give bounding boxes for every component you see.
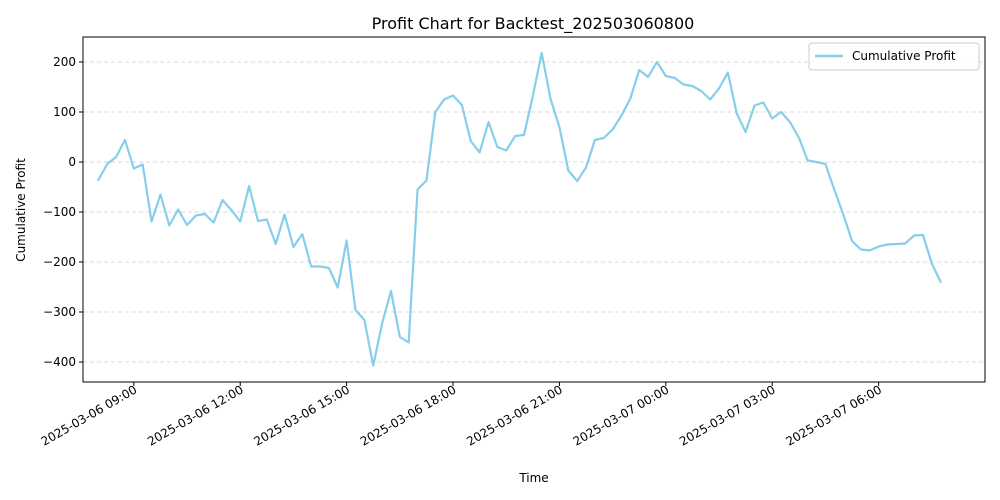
legend-entry-cumulative-profit: Cumulative Profit [852, 49, 956, 63]
y-tick-label: −400 [43, 355, 76, 369]
y-tick-label: −300 [43, 305, 76, 319]
legend-box [808, 42, 980, 71]
x-tick-label: 2025-03-07 00:00 [571, 382, 672, 448]
x-tick-label: 2025-03-06 21:00 [464, 382, 565, 448]
x-tick-label: 2025-03-07 03:00 [677, 382, 778, 448]
x-tick-label: 2025-03-06 18:00 [358, 382, 459, 448]
y-axis-ticks: 200 100 0 −100 −200 −300 −400 [43, 55, 83, 369]
y-axis-label: Cumulative Profit [14, 158, 28, 262]
y-tick-label: 200 [53, 55, 76, 69]
chart-title: Profit Chart for Backtest_202503060800 [372, 14, 695, 34]
x-tick-label: 2025-03-07 06:00 [783, 382, 884, 448]
y-tick-label: −200 [43, 255, 76, 269]
x-tick-label: 2025-03-06 15:00 [251, 382, 352, 448]
y-tick-label: −100 [43, 205, 76, 219]
series-line-cumulative-profit [97, 51, 942, 367]
series-layer [97, 51, 942, 367]
legend: Cumulative Profit [808, 42, 980, 71]
plot-area-frame [82, 36, 986, 383]
x-tick-label: 2025-03-06 09:00 [39, 382, 140, 448]
y-tick-label: 100 [53, 105, 76, 119]
y-tick-label: 0 [68, 155, 76, 169]
x-tick-label: 2025-03-06 12:00 [145, 382, 246, 448]
x-axis-ticks: 2025-03-06 09:00 2025-03-06 12:00 2025-03-… [39, 382, 884, 449]
x-axis-label: Time [518, 471, 548, 485]
